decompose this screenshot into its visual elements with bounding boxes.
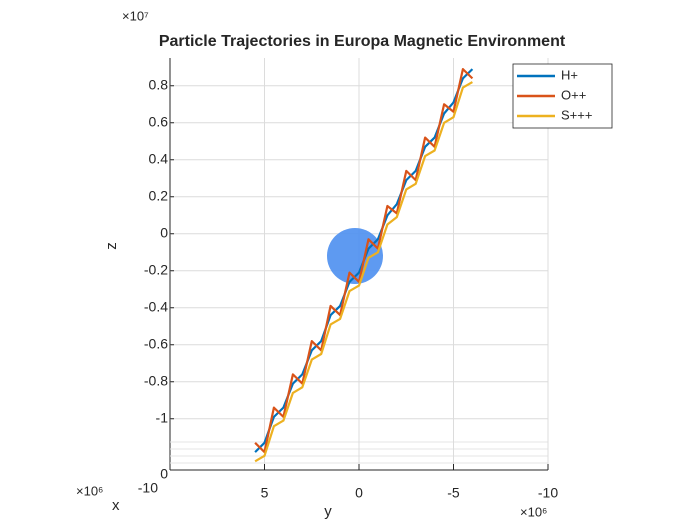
x-tick-label: 0	[160, 466, 168, 482]
y-tick-label: -10	[538, 485, 558, 501]
z-tick-label: -0.2	[144, 261, 168, 277]
x-multiplier: ×10⁶	[76, 483, 103, 498]
z-tick-label: -0.6	[144, 335, 168, 351]
z-tick-label: -0.4	[144, 298, 168, 314]
y-multiplier: ×10⁶	[520, 504, 547, 519]
legend-label: O++	[561, 87, 586, 102]
z-tick-label: 0.8	[149, 76, 169, 92]
trajectory-line	[254, 68, 474, 454]
legend-label: S+++	[561, 107, 592, 122]
z-axis-label: z	[103, 242, 120, 250]
z-tick-label: -1	[156, 409, 169, 425]
chart-title: Particle Trajectories in Europa Magnetic…	[159, 33, 566, 50]
x-tick-label: -10	[138, 480, 158, 496]
x-axis-label: x	[112, 497, 120, 514]
y-tick-label: -5	[447, 485, 460, 501]
z-tick-label: 0	[160, 224, 168, 240]
z-tick-label: 0.6	[149, 113, 169, 129]
legend-label: H+	[561, 67, 578, 82]
y-axis-label: y	[324, 503, 332, 520]
z-multiplier: ×10⁷	[122, 8, 149, 23]
z-tick-label: 0.4	[149, 150, 169, 166]
y-tick-label: 5	[261, 485, 269, 501]
y-tick-label: 0	[355, 485, 363, 501]
trajectory-line	[254, 81, 473, 463]
z-tick-label: -0.8	[144, 372, 168, 388]
z-tick-label: 0.2	[149, 187, 169, 203]
